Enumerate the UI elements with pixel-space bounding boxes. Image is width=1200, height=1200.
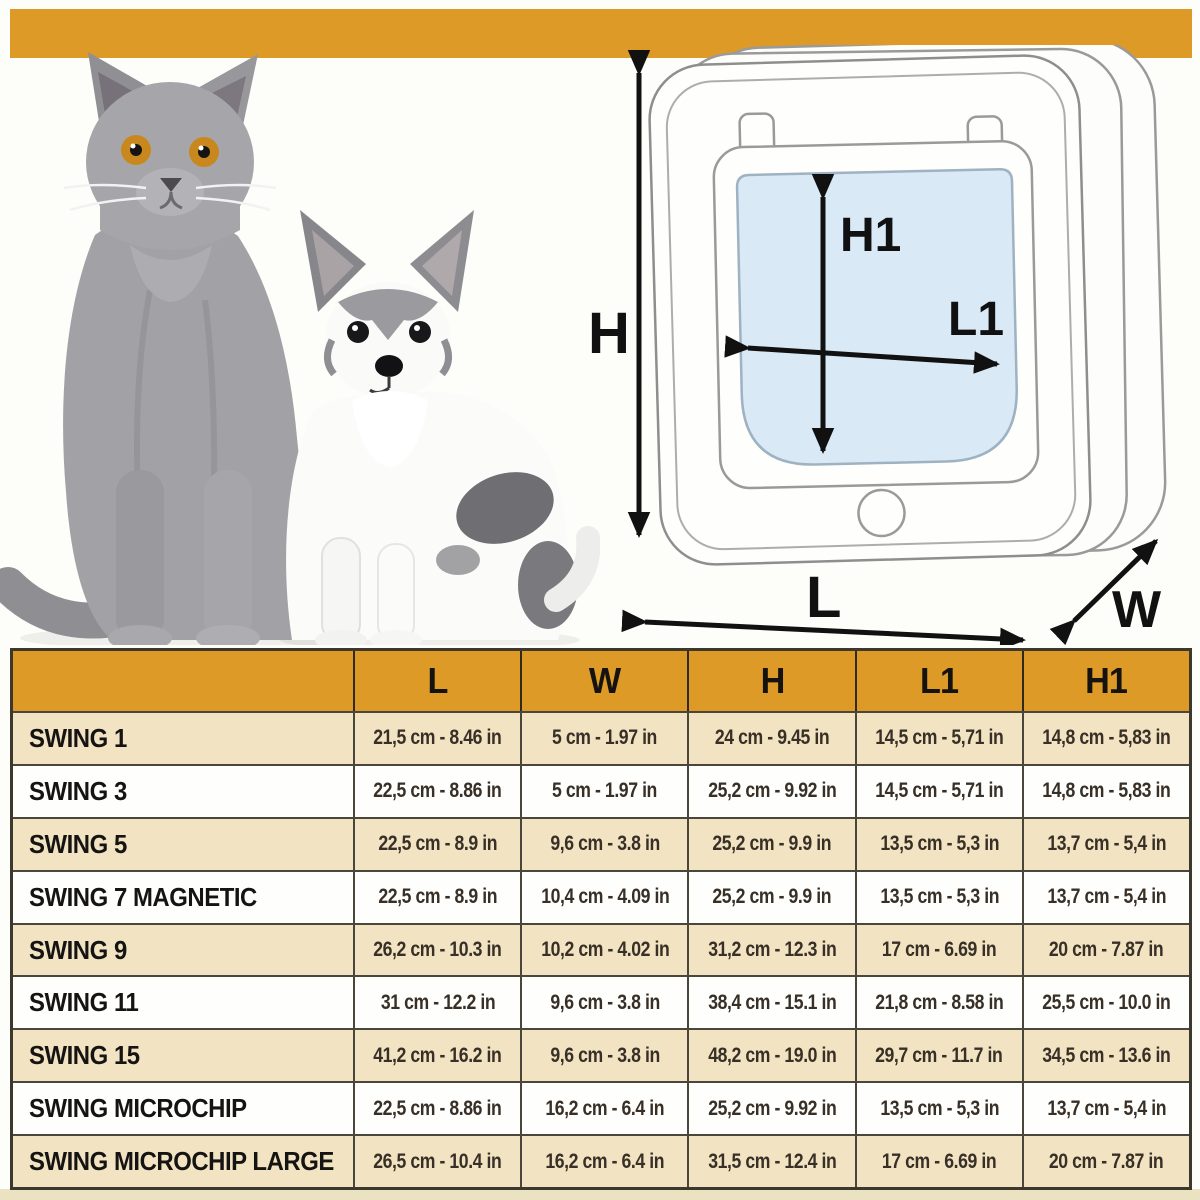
table-row-swing-5: SWING 5 22,5 cm - 8.9 in 9,6 cm - 3.8 in… [13,816,1189,870]
table-cell: 13,7 cm - 5,4 in [1021,818,1189,870]
row-label: SWING 9 [29,934,127,965]
table-cell: 20 cm - 7.87 in [1021,1136,1189,1188]
table-cell: 13,5 cm - 5,3 in [854,871,1022,923]
dog-nose [375,355,403,377]
table-row-swing-7-magnetic: SWING 7 MAGNETIC 22,5 cm - 8.9 in 10,4 c… [13,869,1189,923]
cat-dog-photo [0,52,600,645]
table-cell: 9,6 cm - 3.8 in [520,1030,687,1082]
flap-dimension-diagram: H H1 L1 L W [588,45,1167,645]
table-cell: 13,5 cm - 5,3 in [854,818,1022,870]
table-cell: 17 cm - 6.69 in [854,924,1022,976]
column-header-H: H [687,651,854,711]
table-cell: 14,8 cm - 5,83 in [1021,765,1189,817]
cat-head [86,82,254,242]
row-label: SWING 7 MAGNETIC [29,881,257,912]
row-label: SWING 3 [29,775,127,806]
row-label: SWING 5 [29,828,127,859]
table-cell: 22,5 cm - 8.86 in [353,1083,520,1135]
table-cell: 10,4 cm - 4.09 in [520,871,687,923]
table-cell: 5 cm - 1.97 in [520,765,687,817]
table-cell: 21,5 cm - 8.46 in [353,713,520,764]
table-row-swing-11: SWING 11 31 cm - 12.2 in 9,6 cm - 3.8 in… [13,975,1189,1029]
table-cell: 14,5 cm - 5,71 in [854,765,1022,817]
table-cell: 14,8 cm - 5,83 in [1021,713,1189,764]
table-cell: 10,2 cm - 4.02 in [520,924,687,976]
table-cell: 14,5 cm - 5,71 in [854,713,1022,764]
table-row-swing-microchip-large: SWING MICROCHIP LARGE 26,5 cm - 10.4 in … [13,1134,1189,1188]
table-cell: 26,2 cm - 10.3 in [353,924,520,976]
row-label: SWING 15 [29,1040,140,1071]
label-H: H [588,301,630,366]
row-label: SWING 1 [29,722,127,753]
table-header-row: L W H L1 H1 [13,651,1189,711]
dog-eye-right [409,321,431,343]
table-cell: 13,7 cm - 5,4 in [1021,871,1189,923]
table-cell: 26,5 cm - 10.4 in [353,1136,520,1188]
flap-inner [712,112,1040,538]
table-cell: 22,5 cm - 8.9 in [353,818,520,870]
size-table: L W H L1 H1 SWING 1 21,5 cm - 8.46 in 5 … [10,648,1192,1190]
dog-eye-left [347,321,369,343]
table-cell: 25,5 cm - 10.0 in [1021,977,1189,1029]
table-cell: 21,8 cm - 8.58 in [854,977,1022,1029]
table-cell: 5 cm - 1.97 in [520,713,687,764]
arrow-L [621,609,1026,645]
cat-whiskers [63,183,277,212]
arrow-L1 [724,335,1000,374]
column-header-empty [13,651,353,711]
table-cell: 13,7 cm - 5,4 in [1021,1083,1189,1135]
dog-illustration [286,210,600,645]
table-cell: 38,4 cm - 15.1 in [687,977,854,1029]
table-cell: 48,2 cm - 19.0 in [687,1030,854,1082]
bottom-strip [0,1189,1200,1200]
table-cell: 25,2 cm - 9.92 in [687,765,854,817]
table-cell: 31,5 cm - 12.4 in [687,1136,854,1188]
table-row-swing-microchip: SWING MICROCHIP 22,5 cm - 8.86 in 16,2 c… [13,1081,1189,1135]
flap-window [735,167,1018,466]
dimension-arrows [621,50,1159,645]
table-row-swing-9: SWING 9 26,2 cm - 10.3 in 10,2 cm - 4.02… [13,922,1189,976]
row-label: SWING MICROCHIP LARGE [29,1146,334,1177]
table-cell: 17 cm - 6.69 in [854,1136,1022,1188]
table-cell: 9,6 cm - 3.8 in [520,818,687,870]
cat-nose [160,178,182,192]
row-label: SWING 11 [29,987,139,1018]
table-cell: 29,7 cm - 11.7 in [854,1030,1022,1082]
table-cell: 25,2 cm - 9.9 in [687,818,854,870]
table-cell: 25,2 cm - 9.9 in [687,871,854,923]
table-cell: 22,5 cm - 8.86 in [353,765,520,817]
label-L1: L1 [948,293,1004,346]
label-L: L [806,565,841,630]
table-cell: 41,2 cm - 16.2 in [353,1030,520,1082]
column-header-L1: L1 [854,651,1022,711]
flap-knob [857,488,906,538]
cat-illustration [0,52,302,645]
label-H1: H1 [840,209,901,262]
table-cell: 20 cm - 7.87 in [1021,924,1189,976]
table-cell: 34,5 cm - 13.6 in [1021,1030,1189,1082]
table-cell: 25,2 cm - 9.92 in [687,1083,854,1135]
table-row-swing-15: SWING 15 41,2 cm - 16.2 in 9,6 cm - 3.8 … [13,1028,1189,1082]
table-cell: 22,5 cm - 8.9 in [353,871,520,923]
row-label: SWING MICROCHIP [29,1093,247,1124]
table-cell: 16,2 cm - 6.4 in [520,1136,687,1188]
table-cell: 31 cm - 12.2 in [353,977,520,1029]
column-header-H1: H1 [1021,651,1189,711]
table-row-swing-1: SWING 1 21,5 cm - 8.46 in 5 cm - 1.97 in… [13,711,1189,764]
table-cell: 31,2 cm - 12.3 in [687,924,854,976]
table-row-swing-3: SWING 3 22,5 cm - 8.86 in 5 cm - 1.97 in… [13,763,1189,817]
table-cell: 13,5 cm - 5,3 in [854,1083,1022,1135]
table-cell: 24 cm - 9.45 in [687,713,854,764]
table-cell: 16,2 cm - 6.4 in [520,1083,687,1135]
table-cell: 9,6 cm - 3.8 in [520,977,687,1029]
column-header-L: L [353,651,520,711]
label-W: W [1112,581,1162,639]
arrow-W [1049,538,1159,645]
column-header-W: W [520,651,687,711]
